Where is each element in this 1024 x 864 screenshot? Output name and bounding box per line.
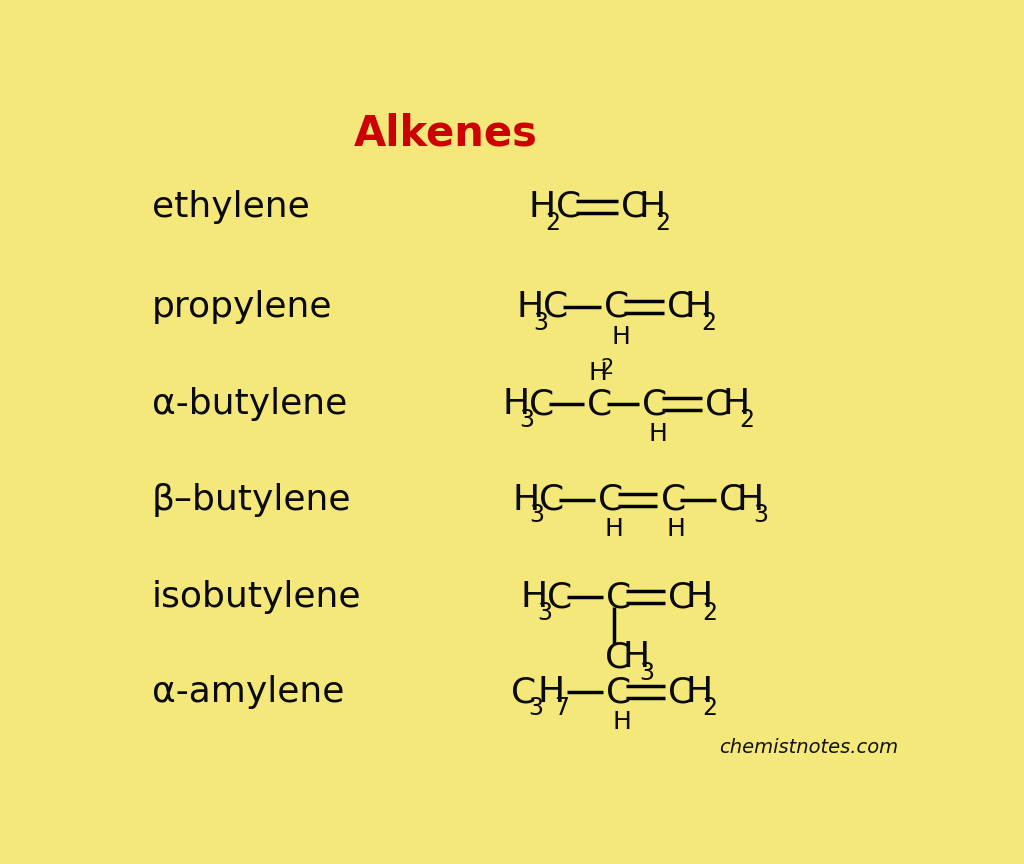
Text: H: H: [638, 190, 666, 224]
Text: propylene: propylene: [152, 289, 333, 324]
Text: H: H: [648, 422, 668, 447]
Text: ethylene: ethylene: [152, 190, 309, 224]
Text: H: H: [538, 676, 564, 709]
Text: C: C: [511, 676, 537, 709]
Text: C: C: [606, 581, 631, 614]
Text: C: C: [528, 387, 554, 422]
Text: H: H: [612, 710, 631, 734]
Text: 2: 2: [702, 696, 718, 721]
Text: C: C: [556, 190, 581, 224]
Text: C: C: [547, 581, 572, 614]
Text: α-amylene: α-amylene: [152, 676, 344, 709]
Text: 3: 3: [754, 504, 768, 528]
Text: H: H: [686, 581, 713, 614]
Text: 2: 2: [601, 358, 614, 378]
Text: C: C: [669, 676, 693, 709]
Text: chemistnotes.com: chemistnotes.com: [719, 738, 898, 757]
Text: isobutylene: isobutylene: [152, 581, 361, 614]
Text: 3: 3: [529, 504, 545, 528]
Text: H: H: [528, 190, 556, 224]
Text: β–butylene: β–butylene: [152, 482, 351, 517]
Text: Alkenes: Alkenes: [353, 112, 538, 155]
Text: 2: 2: [702, 601, 718, 626]
Text: 2: 2: [655, 211, 670, 235]
Text: C: C: [667, 289, 692, 324]
Text: 3: 3: [639, 661, 654, 685]
Text: C: C: [669, 581, 693, 614]
Text: C: C: [642, 387, 668, 422]
Text: 3: 3: [528, 696, 543, 721]
Text: H: H: [667, 518, 686, 542]
Text: H: H: [604, 518, 623, 542]
Text: 2: 2: [546, 211, 560, 235]
Text: H: H: [611, 325, 630, 348]
Text: H: H: [623, 640, 649, 674]
Text: 3: 3: [538, 601, 553, 626]
Text: H: H: [503, 387, 529, 422]
Text: C: C: [539, 482, 564, 517]
Text: H: H: [686, 676, 713, 709]
Text: C: C: [705, 387, 730, 422]
Text: C: C: [660, 482, 686, 517]
Text: C: C: [606, 676, 631, 709]
Text: H: H: [517, 289, 544, 324]
Text: H: H: [684, 289, 712, 324]
Text: 3: 3: [534, 310, 549, 334]
Text: C: C: [621, 190, 646, 224]
Text: α-butylene: α-butylene: [152, 387, 347, 422]
Text: C: C: [543, 289, 568, 324]
Text: C: C: [588, 387, 612, 422]
Text: C: C: [598, 482, 623, 517]
Text: H: H: [736, 482, 764, 517]
Text: H: H: [588, 361, 607, 385]
Text: C: C: [605, 640, 630, 674]
Text: H: H: [513, 482, 540, 517]
Text: H: H: [521, 581, 548, 614]
Text: 3: 3: [519, 409, 535, 432]
Text: 2: 2: [701, 310, 716, 334]
Text: H: H: [722, 387, 750, 422]
Text: C: C: [719, 482, 744, 517]
Text: 2: 2: [739, 409, 754, 432]
Text: 7: 7: [554, 696, 569, 721]
Text: C: C: [604, 289, 630, 324]
